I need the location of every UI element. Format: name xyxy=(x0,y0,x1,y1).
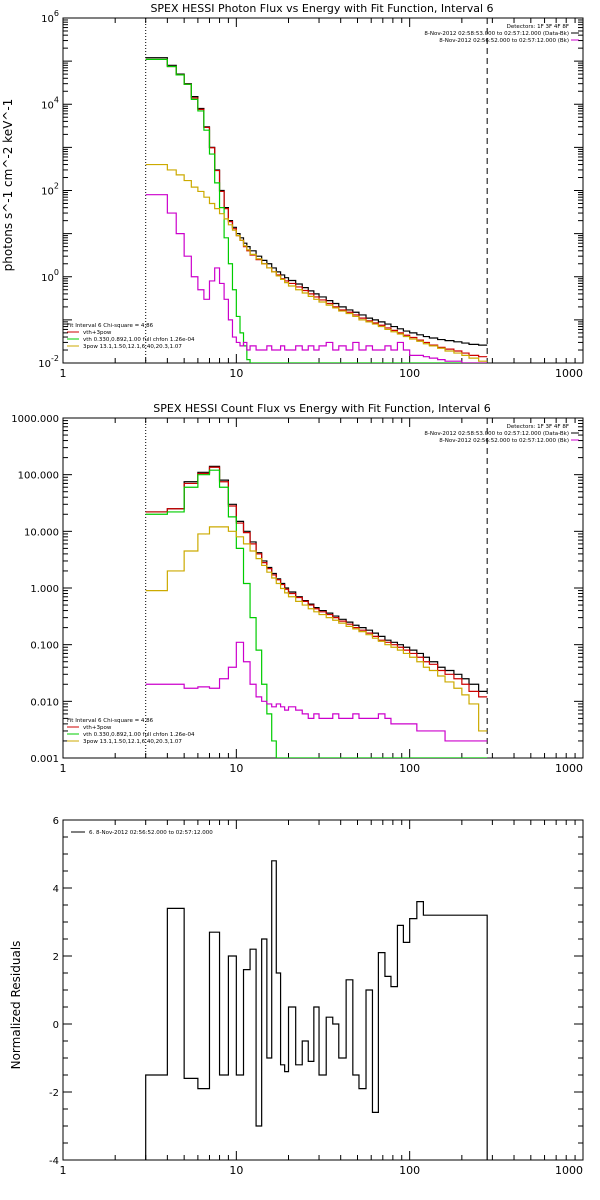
y-tick-label: 100.000 xyxy=(18,471,59,482)
y-tick-label: 10.000 xyxy=(24,527,59,538)
series-line xyxy=(145,194,488,363)
legend-label: vth 0.330,0.892,1.00 full chfon 1.26e-04 xyxy=(83,732,195,738)
y-tick-label: 106 xyxy=(41,9,59,25)
series-line xyxy=(145,57,488,346)
legend-label: 8-Nov-2012 02:56:52.000 to 02:57:12.000 … xyxy=(439,38,569,44)
y-tick-label: 104 xyxy=(41,95,59,111)
y-tick-label: 0.100 xyxy=(30,641,59,652)
plot-area: 1 10 100 1000 -4 -2 0 2 4 6 6. 8-Nov-2012 02:56:52… xyxy=(49,816,583,1177)
legend-label: 3pow 13.1,1.50,12.1,6.40,20.3,1.07 xyxy=(83,739,182,745)
count-flux-panel: SPEX HESSI Count Flux vs Energy with Fit… xyxy=(11,402,584,775)
series-line xyxy=(145,466,488,698)
chart-title: SPEX HESSI Count Flux vs Energy with Fit… xyxy=(153,402,490,415)
series-line xyxy=(145,469,488,758)
series-line xyxy=(145,526,488,732)
x-tick-label: 1000 xyxy=(555,762,583,775)
x-tick-label: 1 xyxy=(60,1164,67,1177)
y-tick-label: 1.000 xyxy=(30,584,59,595)
x-tick-label: 100 xyxy=(399,762,420,775)
series-line xyxy=(145,641,488,742)
x-tick-label: 1000 xyxy=(555,1164,583,1177)
series-line xyxy=(145,58,488,363)
legend-label: 6. 8-Nov-2012 02:56:52.000 to 02:57:12.0… xyxy=(89,830,213,836)
legend-label: Detectors: 1F 3F 4F 8F xyxy=(507,24,569,30)
x-tick-label: 100 xyxy=(399,367,420,380)
plot-frame xyxy=(62,417,584,759)
y-axis-label: photons s^-1 cm^-2 keV^-1 xyxy=(1,99,15,272)
legend-label: 8-Nov-2012 02:58:53.000 to 02:57:12.000 … xyxy=(424,431,569,437)
y-tick-label: -4 xyxy=(49,1156,59,1167)
plot-frame xyxy=(62,819,584,1161)
y-tick-label: 10-2 xyxy=(38,354,59,370)
x-tick-label: 1 xyxy=(60,762,67,775)
series-line xyxy=(145,860,488,1160)
legend-label: vth+3pow xyxy=(83,725,112,731)
y-tick-label: -2 xyxy=(49,1088,59,1099)
x-tick-label: 10 xyxy=(229,762,243,775)
y-axis-label: Normalized Residuals xyxy=(9,941,23,1070)
plot-frame xyxy=(62,17,584,364)
y-tick-label: 0.001 xyxy=(30,754,59,765)
legend-label: 8-Nov-2012 02:58:53.000 to 02:57:12.000 … xyxy=(424,31,569,37)
legend-label: 3pow 13.1,1.50,12.1,6.40,20.3,1.07 xyxy=(83,344,182,350)
y-tick-label: 2 xyxy=(53,952,59,963)
y-tick-label: 6 xyxy=(53,816,59,827)
y-tick-label: 1000.000 xyxy=(11,414,59,425)
x-tick-label: 10 xyxy=(229,367,243,380)
legend-title: Fit Interval 6 Chi-square = 4.86 xyxy=(67,323,154,329)
chart-title: SPEX HESSI Photon Flux vs Energy with Fi… xyxy=(150,2,493,15)
legend-title: Fit Interval 6 Chi-square = 4.86 xyxy=(67,718,154,724)
x-tick-label: 1 xyxy=(60,367,67,380)
x-tick-label: 100 xyxy=(399,1164,420,1177)
plot-area: 1 10 100 1000 10-2 100 102 104 106 Detectors: 1F … xyxy=(38,9,583,380)
series-line xyxy=(145,465,488,692)
photon-flux-panel: SPEX HESSI Photon Flux vs Energy with Fi… xyxy=(1,2,584,380)
legend-label: 8-Nov-2012 02:56:52.000 to 02:57:12.000 … xyxy=(439,438,569,444)
residuals-panel: Normalized Residuals 1 10 100 1000 -4 -2 0 2 4 6 6… xyxy=(9,816,584,1177)
legend-label: vth+3pow xyxy=(83,330,112,336)
y-tick-label: 102 xyxy=(41,182,59,198)
y-tick-label: 100 xyxy=(41,268,59,284)
series-line xyxy=(145,163,488,362)
x-tick-label: 10 xyxy=(229,1164,243,1177)
y-tick-label: 0.010 xyxy=(30,697,59,708)
plot-area: 1 10 100 1000 0.001 0.010 0.100 1.000 10.000 100.… xyxy=(11,414,583,775)
y-tick-label: 0 xyxy=(53,1020,59,1031)
x-tick-label: 1000 xyxy=(555,367,583,380)
legend-label: Detectors: 1F 3F 4F 8F xyxy=(507,424,569,430)
y-tick-label: 4 xyxy=(53,884,59,895)
series-line xyxy=(145,58,488,358)
legend-label: vth 0.330,0.892,1.00 full chfon 1.26e-04 xyxy=(83,337,195,343)
